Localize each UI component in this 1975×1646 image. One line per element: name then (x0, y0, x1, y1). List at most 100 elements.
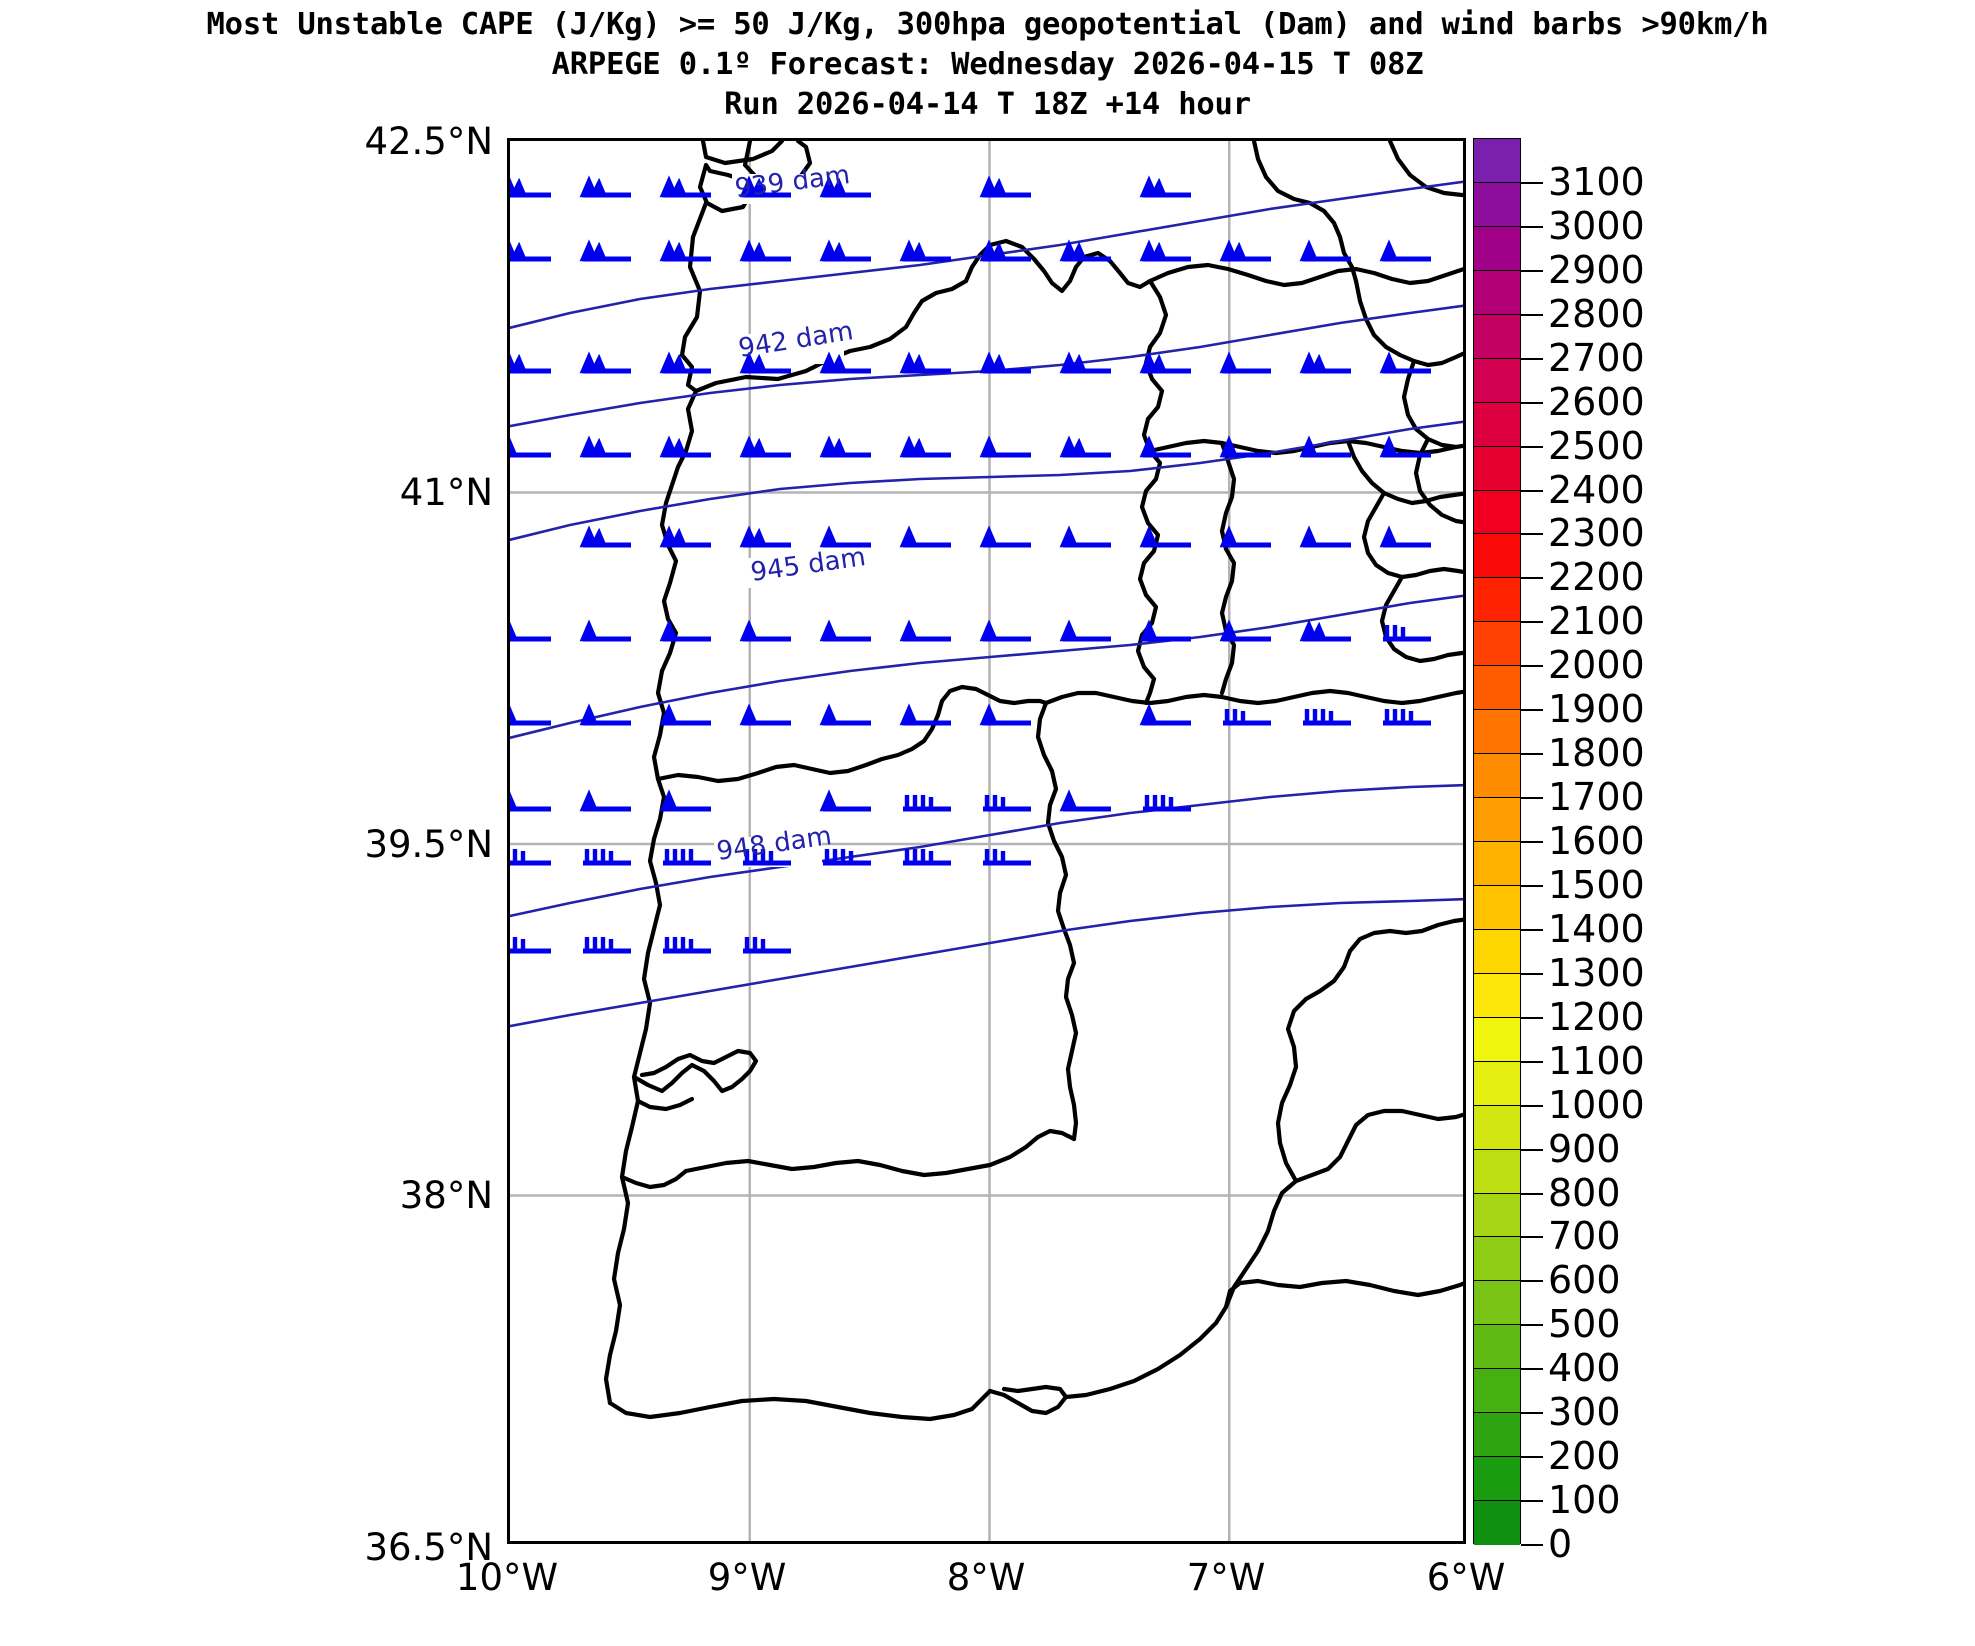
wind-barb (1379, 435, 1431, 458)
colorbar-tick-3100 (1521, 181, 1543, 184)
colorbar-label-500: 500 (1548, 1302, 1621, 1347)
colorbar-cell-2300 (1474, 490, 1520, 535)
colorbar-label-1900: 1900 (1548, 687, 1645, 732)
wind-barb (1059, 789, 1111, 812)
wind-barb (659, 351, 711, 374)
y-tick-label-42_5N: 42.5°N (364, 120, 493, 163)
map-svg: 939 dam 942 dam 945 dam 948 dam (510, 141, 1463, 1541)
colorbar-tick-2700 (1521, 357, 1543, 360)
wind-barb (823, 849, 871, 866)
x-tick-label-7W: 7°W (1186, 1556, 1266, 1599)
geopotential-contours (510, 180, 1463, 1028)
wind-barb (579, 435, 631, 458)
wind-barb (743, 849, 791, 866)
colorbar-tick-1800 (1521, 753, 1543, 756)
colorbar-cell-2400 (1474, 446, 1520, 491)
colorbar-cell-2100 (1474, 578, 1520, 623)
wind-barb (1139, 351, 1191, 374)
wind-barb (1139, 175, 1191, 198)
colorbar-label-1500: 1500 (1548, 862, 1645, 907)
colorbar-cell-1400 (1474, 885, 1520, 930)
wind-barb (819, 239, 871, 262)
colorbar-cell-1700 (1474, 754, 1520, 799)
colorbar-tick-900 (1521, 1148, 1543, 1151)
colorbar-cell-300 (1474, 1369, 1520, 1414)
contour-945b-path (510, 783, 1463, 918)
wind-barb (979, 239, 1031, 262)
colorbar-label-1600: 1600 (1548, 819, 1645, 863)
wind-barb (1139, 525, 1191, 548)
wind-barb (903, 849, 951, 866)
wind-barb (739, 703, 791, 726)
contour-948-path (510, 897, 1463, 1028)
colorbar-label-2100: 2100 (1548, 599, 1645, 644)
colorbar-tick-0 (1521, 1544, 1543, 1546)
wind-barb (819, 435, 871, 458)
contour-labels: 939 dam 942 dam 945 dam 948 dam (715, 160, 868, 867)
colorbar-tick-300 (1521, 1412, 1543, 1415)
colorbar-tick-1200 (1521, 1016, 1543, 1019)
colorbar-cell-500 (1474, 1281, 1520, 1326)
wind-barb (579, 789, 631, 812)
wind-barb (1143, 795, 1191, 812)
colorbar-label-2600: 2600 (1548, 379, 1645, 424)
colorbar-label-2400: 2400 (1548, 467, 1645, 512)
wind-barb (659, 789, 711, 812)
y-tick-label-39_5N: 39.5°N (364, 823, 493, 866)
wind-barb (510, 705, 551, 726)
colorbar-tick-400 (1521, 1368, 1543, 1371)
colorbar-cell-1200 (1474, 973, 1520, 1018)
colorbar-label-3100: 3100 (1548, 159, 1645, 204)
wind-barb (659, 175, 711, 198)
y-tick-label-38N: 38°N (399, 1174, 493, 1217)
colorbar-label-2800: 2800 (1548, 291, 1645, 336)
colorbar-cell-1300 (1474, 929, 1520, 974)
wind-barb (739, 351, 791, 374)
colorbar-cell-400 (1474, 1325, 1520, 1370)
map-plot-area[interactable]: 939 dam 942 dam 945 dam 948 dam (507, 138, 1466, 1544)
colorbar-tick-labels: 0 100 200 300 400 500 600 700 800 900 1000 1100 1200… (1548, 138, 1848, 1563)
title-line-2: ARPEGE 0.1º Forecast: Wednesday 2026-04-… (551, 47, 1424, 82)
wind-barb (1219, 525, 1271, 548)
map-borders (603, 141, 1463, 1422)
colorbar-cell-2900 (1474, 226, 1520, 271)
colorbar-tick-1700 (1521, 797, 1543, 800)
wind-barb (1299, 351, 1351, 374)
wind-barb (1299, 619, 1351, 642)
colorbar-tick-1600 (1521, 841, 1543, 843)
wind-barb (903, 795, 951, 812)
colorbar[interactable] (1473, 138, 1521, 1545)
wind-barb (739, 175, 791, 198)
wind-barb (1299, 435, 1351, 458)
colorbar-tick-2300 (1521, 533, 1543, 536)
colorbar-cell-2600 (1474, 358, 1520, 403)
colorbar-cell-1000 (1474, 1061, 1520, 1106)
wind-barb (1139, 703, 1191, 726)
colorbar-label-3000: 3000 (1548, 203, 1645, 248)
colorbar-label-100: 100 (1548, 1478, 1621, 1523)
wind-barb (510, 937, 551, 954)
colorbar-cell-1800 (1474, 710, 1520, 755)
colorbar-label-200: 200 (1548, 1434, 1621, 1479)
colorbar-tick-100 (1521, 1500, 1543, 1503)
wind-barb (979, 703, 1031, 726)
wind-barb (579, 175, 631, 198)
wind-barb (510, 849, 551, 866)
wind-barb (979, 619, 1031, 642)
wind-barb (1139, 435, 1191, 458)
colorbar-ticks (1521, 138, 1581, 1546)
colorbar-tick-1100 (1521, 1060, 1543, 1063)
wind-barb (663, 849, 711, 866)
colorbar-label-400: 400 (1548, 1346, 1621, 1391)
colorbar-cell-0 (1474, 1501, 1520, 1545)
colorbar-tick-2500 (1521, 445, 1543, 448)
wind-barb (510, 791, 551, 812)
wind-barb (1379, 525, 1431, 548)
wind-barb (1219, 351, 1271, 374)
wind-barb (1379, 239, 1431, 262)
colorbar-label-1700: 1700 (1548, 775, 1645, 820)
chart-title-block: Most Unstable CAPE (J/Kg) >= 50 J/Kg, 30… (0, 0, 1975, 125)
wind-barb (743, 937, 791, 954)
colorbar-label-800: 800 (1548, 1170, 1621, 1215)
colorbar-cell-200 (1474, 1413, 1520, 1458)
